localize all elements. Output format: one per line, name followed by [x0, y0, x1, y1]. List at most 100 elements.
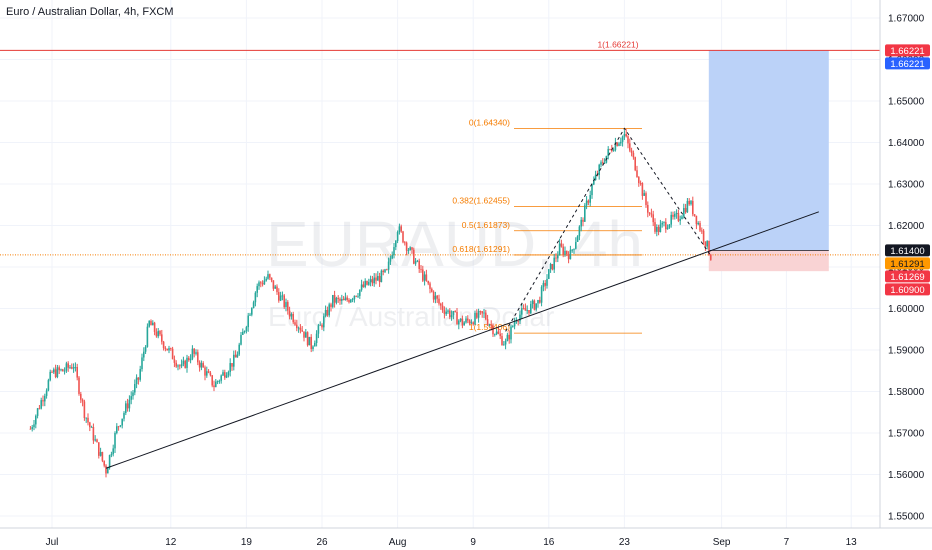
candle-body [94, 439, 96, 441]
candle-body [211, 375, 213, 386]
candle [384, 268, 386, 274]
watermark-symbol: EURAUD, 4h [266, 208, 643, 280]
candle [56, 364, 59, 379]
candle-body [697, 223, 699, 225]
candle [578, 225, 581, 241]
candle [468, 319, 471, 326]
candle-body [537, 299, 539, 304]
candle-body [402, 231, 404, 243]
y-tick-label: 1.62000 [888, 221, 925, 232]
candle-body [170, 348, 172, 349]
y-tick-label: 1.67000 [888, 14, 925, 25]
watermark: EURAUD, 4h Euro / Australian Dollar [266, 208, 643, 332]
candle [206, 366, 208, 378]
candle-body [56, 367, 59, 378]
candle [531, 299, 534, 309]
candle [54, 364, 57, 379]
candle-body [641, 183, 644, 196]
candle-body [267, 274, 269, 279]
candle-body [546, 278, 548, 286]
price-tag-box [885, 44, 930, 57]
y-tick-label: 1.59000 [888, 346, 925, 357]
candle-body [339, 298, 341, 301]
candle [299, 324, 302, 334]
candle [368, 278, 370, 286]
candle [157, 327, 159, 339]
candle-body [191, 348, 194, 359]
candle-body [506, 334, 509, 342]
x-tick-label: Aug [389, 537, 407, 548]
candle [607, 146, 609, 160]
candle [620, 137, 622, 147]
candle-body [585, 200, 588, 206]
candle-body [186, 357, 188, 368]
candle-body [54, 369, 57, 378]
candle-body [566, 250, 568, 255]
candle-body [436, 295, 438, 299]
candle [481, 310, 483, 318]
candle-body [260, 282, 262, 284]
candle-body [96, 439, 98, 443]
candle [420, 264, 422, 273]
candle-body [476, 312, 478, 318]
candle [540, 285, 543, 307]
candle [285, 298, 287, 312]
drawings: 1(1.66221) [0, 39, 880, 469]
candle-body [650, 213, 653, 215]
candle-body [602, 162, 604, 164]
candle-body [189, 358, 192, 361]
candle-body [254, 292, 257, 303]
candle [400, 224, 402, 233]
candle-body [672, 214, 674, 217]
candle [231, 363, 233, 371]
candle-body [603, 162, 606, 164]
candle [130, 391, 132, 405]
candle-body [422, 269, 424, 281]
candle-body [576, 236, 579, 242]
candle-body [182, 360, 185, 365]
candle-body [616, 142, 618, 146]
candle [62, 368, 64, 372]
candle [288, 306, 291, 320]
candle-body [35, 415, 37, 425]
stop-zone [708, 250, 829, 272]
candle [168, 345, 170, 354]
candle [98, 442, 100, 459]
candle-body [346, 297, 348, 300]
candle-body [636, 170, 638, 178]
candle [85, 417, 87, 423]
candle [148, 320, 150, 328]
candle-body [530, 303, 532, 314]
candle [195, 349, 197, 356]
price-tag-box [885, 257, 930, 270]
candle-body [121, 418, 123, 426]
candle [274, 284, 276, 289]
candle-body [112, 448, 114, 455]
candle [132, 390, 134, 400]
candle [308, 336, 311, 346]
candle-body [609, 149, 611, 150]
candle [690, 199, 692, 206]
candle [236, 351, 239, 358]
candle-body [197, 352, 199, 363]
candle [209, 371, 212, 377]
candle [391, 251, 393, 260]
candle-body [648, 212, 651, 214]
candle [551, 263, 554, 271]
candle [485, 310, 487, 321]
candle [594, 170, 597, 181]
candle [301, 326, 303, 332]
candle-body [467, 318, 469, 321]
candle [675, 209, 678, 219]
price-tag-box [885, 244, 930, 257]
candle [618, 141, 620, 147]
candle [697, 221, 699, 226]
candle [164, 346, 167, 352]
candle-body [693, 214, 696, 216]
candle-body [600, 162, 602, 165]
candle [180, 359, 183, 369]
candle-body [332, 294, 334, 307]
candle [477, 308, 480, 323]
candle-body [542, 283, 545, 288]
candle [45, 388, 48, 399]
